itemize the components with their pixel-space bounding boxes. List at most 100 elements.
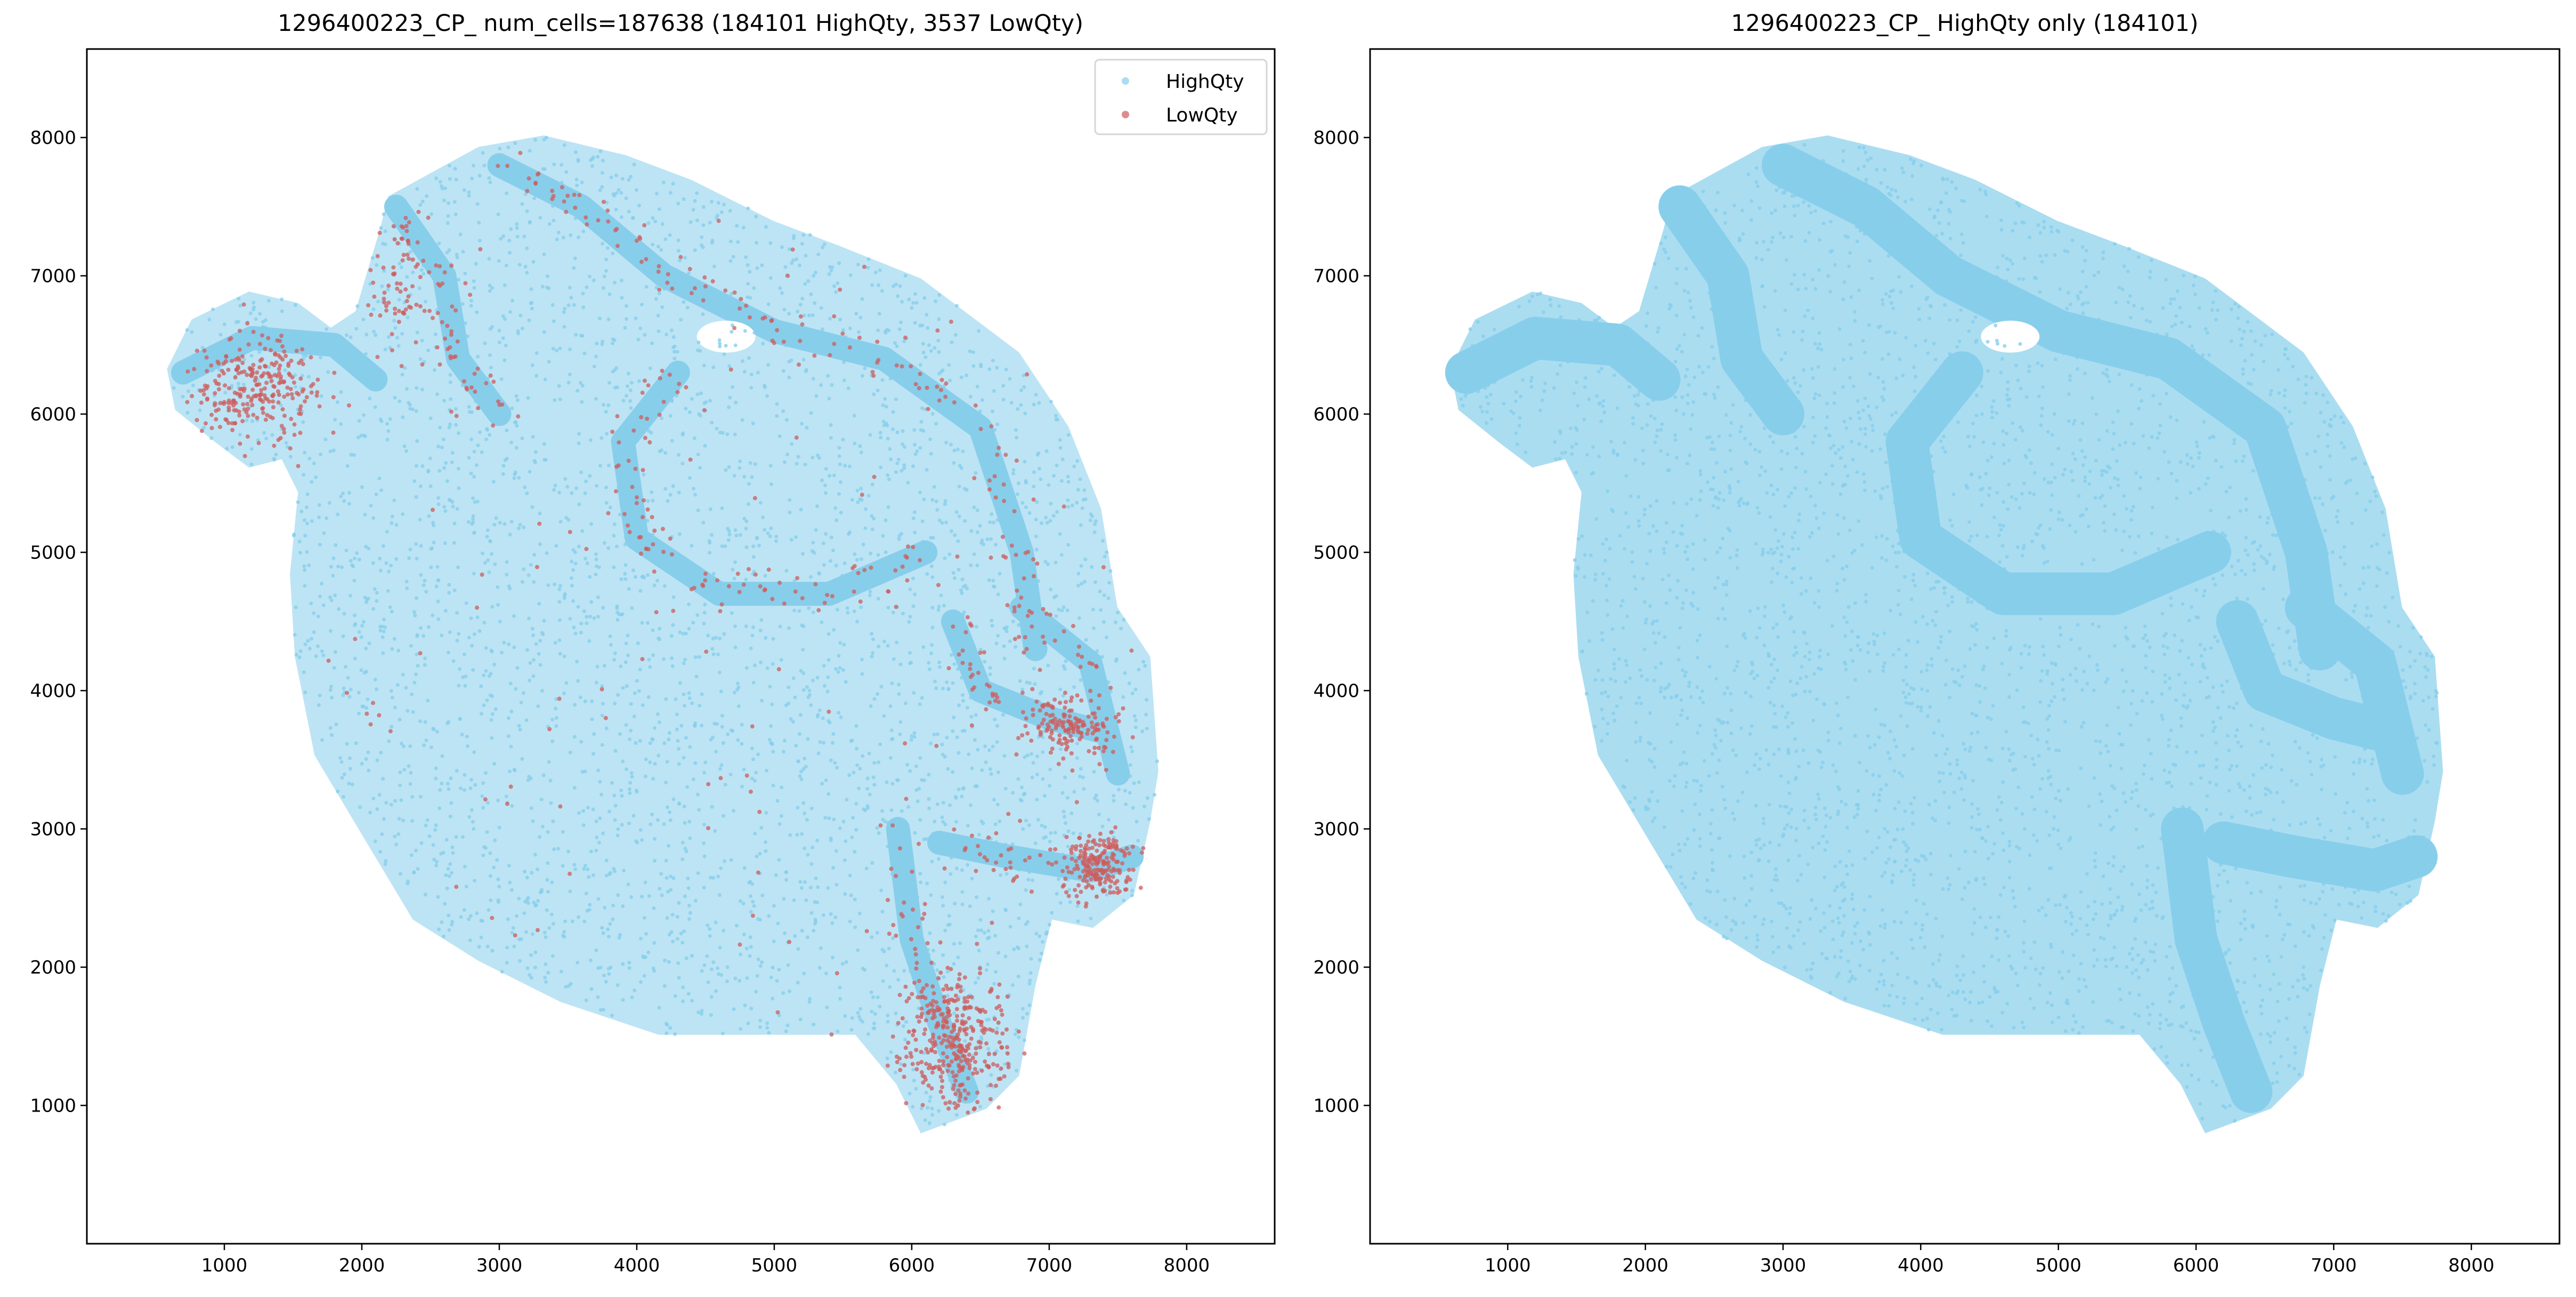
highqty-point xyxy=(811,313,815,317)
lowqty-point xyxy=(968,667,973,671)
highqty-point xyxy=(504,263,508,267)
highqty-point xyxy=(816,885,820,889)
highqty-point xyxy=(866,257,871,262)
highqty-point xyxy=(723,314,727,319)
highqty-point xyxy=(357,630,361,634)
highqty-point xyxy=(901,442,905,447)
lowqty-point xyxy=(1054,860,1058,865)
highqty-point xyxy=(989,1073,993,1077)
highqty-point xyxy=(882,639,886,644)
highqty-point xyxy=(817,456,821,460)
highqty-point xyxy=(1008,377,1012,381)
highqty-point xyxy=(1095,798,1099,802)
highqty-point xyxy=(634,788,638,792)
highqty-point xyxy=(940,895,944,899)
highqty-point xyxy=(1019,799,1024,803)
highqty-point xyxy=(803,756,807,760)
highqty-point xyxy=(653,220,658,224)
lowqty-point xyxy=(977,852,982,857)
lowqty-point xyxy=(216,407,221,412)
highqty-point xyxy=(901,1024,905,1028)
highqty-point xyxy=(493,707,498,711)
highqty-point xyxy=(863,808,868,813)
highqty-point xyxy=(432,727,436,732)
highqty-point xyxy=(797,263,801,267)
highqty-point xyxy=(505,560,509,564)
highqty-point xyxy=(488,851,492,855)
highqty-point xyxy=(937,350,941,354)
highqty-point xyxy=(493,838,497,842)
highqty-point xyxy=(924,1090,928,1095)
highqty-point xyxy=(720,714,724,718)
highqty-point xyxy=(450,460,454,464)
lowqty-point xyxy=(1092,868,1097,872)
highqty-point xyxy=(795,833,799,837)
highqty-point xyxy=(827,792,831,796)
highqty-point xyxy=(711,636,715,641)
lowqty-point xyxy=(1001,554,1006,558)
highqty-point xyxy=(398,262,402,266)
highqty-point xyxy=(968,645,973,650)
highqty-point xyxy=(835,882,839,887)
lowqty-point xyxy=(214,417,218,421)
lowqty-point xyxy=(1065,739,1070,744)
lowqty-point xyxy=(944,1044,949,1049)
highqty-point xyxy=(809,862,814,866)
highqty-point xyxy=(695,613,700,617)
highqty-point xyxy=(550,739,555,743)
highqty-point xyxy=(763,574,767,578)
lowqty-point xyxy=(1009,544,1014,548)
highqty-point xyxy=(758,501,763,505)
lowqty-point xyxy=(794,435,799,440)
highqty-point xyxy=(601,606,605,610)
highqty-point xyxy=(867,751,871,756)
highqty-point xyxy=(1041,777,1045,781)
highqty-point xyxy=(488,289,492,293)
highqty-point xyxy=(780,785,784,790)
highqty-point xyxy=(969,695,973,700)
highqty-point xyxy=(623,563,628,567)
highqty-point xyxy=(687,602,691,606)
highqty-point xyxy=(735,224,739,228)
highqty-point xyxy=(1008,639,1012,643)
highqty-point xyxy=(834,667,838,671)
highqty-point xyxy=(569,296,573,300)
lowqty-point xyxy=(963,630,968,635)
highqty-point xyxy=(986,467,991,471)
highqty-point xyxy=(841,360,846,364)
lowqty-point xyxy=(1014,553,1018,557)
lowqty-point xyxy=(941,1059,946,1064)
lowqty-point xyxy=(585,222,589,227)
highqty-point xyxy=(926,326,930,330)
lowqty-point xyxy=(661,400,666,404)
lowqty-point xyxy=(245,402,250,407)
lowqty-point xyxy=(995,452,1000,457)
highqty-point xyxy=(930,860,934,864)
highqty-point xyxy=(617,936,621,940)
highqty-point xyxy=(911,604,916,609)
lowqty-point xyxy=(952,1083,957,1088)
lowqty-point xyxy=(943,394,948,399)
highqty-point xyxy=(902,339,906,344)
lowqty-point xyxy=(922,912,927,917)
highqty-point xyxy=(640,621,644,625)
highqty-point xyxy=(342,499,346,503)
highqty-point xyxy=(360,485,364,489)
highqty-point xyxy=(614,207,618,212)
highqty-point xyxy=(1003,521,1007,525)
highqty-point xyxy=(727,405,731,409)
highqty-point xyxy=(588,575,592,579)
highqty-point xyxy=(554,724,558,728)
highqty-point xyxy=(425,194,429,198)
lowqty-point xyxy=(1111,750,1115,755)
highqty-point xyxy=(600,171,604,175)
highqty-point xyxy=(546,830,550,834)
highqty-point xyxy=(909,969,913,974)
highqty-point xyxy=(448,630,452,634)
highqty-point xyxy=(674,697,678,701)
highqty-point xyxy=(538,663,542,667)
highqty-point xyxy=(742,767,746,772)
highqty-point xyxy=(619,191,623,195)
highqty-point xyxy=(318,594,322,598)
lowqty-point xyxy=(994,1083,999,1088)
